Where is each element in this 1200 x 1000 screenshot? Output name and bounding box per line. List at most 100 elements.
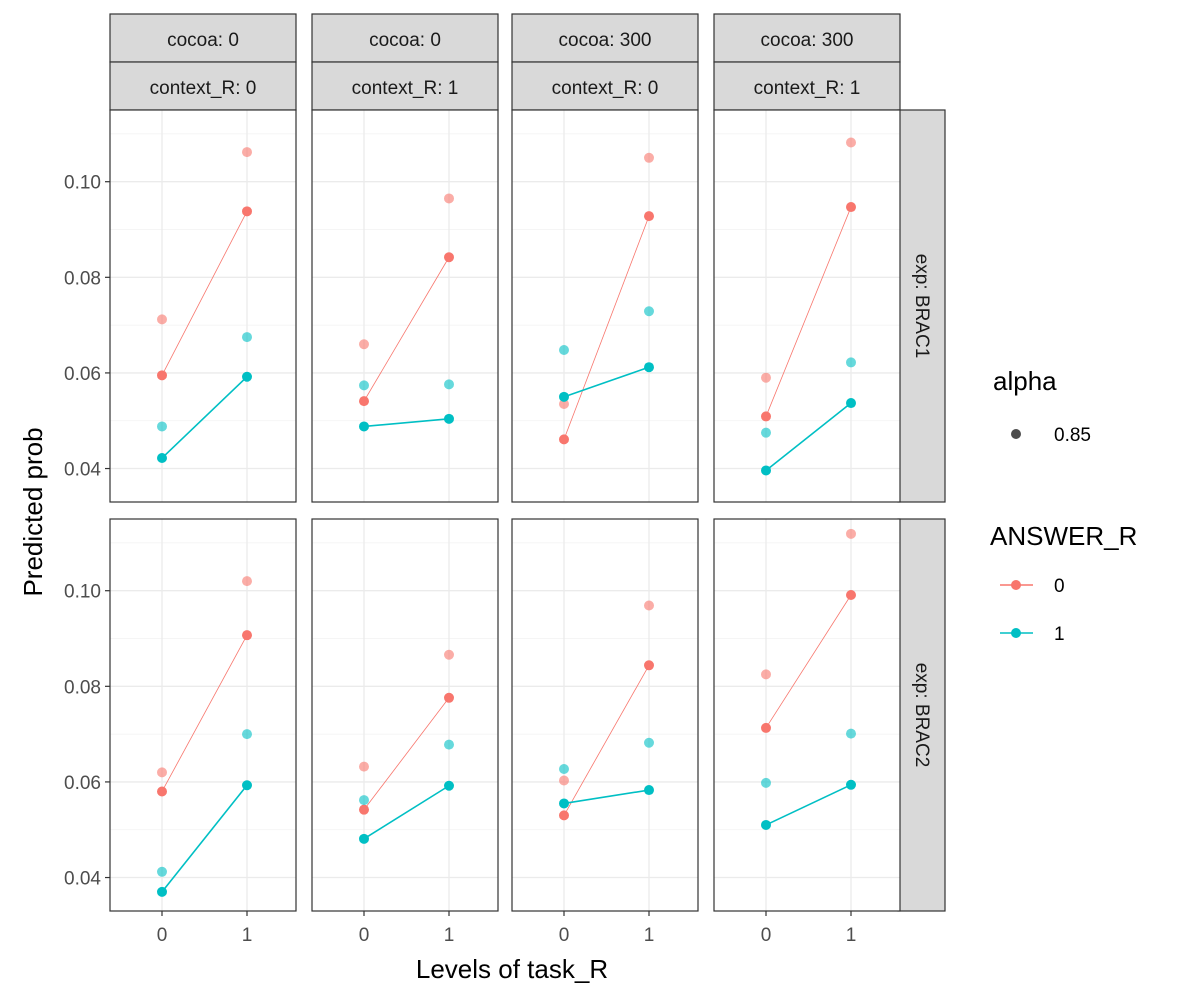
series-0-point bbox=[242, 206, 252, 217]
panel-border bbox=[713, 109, 901, 503]
legend-alpha-label: 0.85 bbox=[1054, 425, 1091, 446]
strip-context-label: context_R: 0 bbox=[150, 78, 257, 99]
x-tick-label: 1 bbox=[444, 925, 455, 946]
series-0-upper-point bbox=[157, 314, 167, 325]
series-0-upper-point bbox=[157, 767, 167, 778]
series-0-point bbox=[761, 411, 771, 422]
series-0-line bbox=[363, 257, 450, 402]
series-0-point bbox=[157, 370, 167, 381]
strip-context-bg bbox=[109, 61, 297, 111]
series-0-point bbox=[559, 434, 569, 445]
series-1-point bbox=[846, 779, 856, 790]
y-tick-label: 0.04 bbox=[64, 460, 101, 481]
series-0-line bbox=[563, 215, 650, 440]
panel-border bbox=[109, 109, 297, 503]
series-0-upper-point bbox=[242, 147, 252, 158]
strip-context-label: context_R: 1 bbox=[352, 78, 459, 99]
series-1-point bbox=[846, 398, 856, 409]
x-tick-label: 0 bbox=[359, 925, 370, 946]
x-tick-label: 0 bbox=[157, 925, 168, 946]
panel-background bbox=[110, 519, 296, 911]
series-0-point bbox=[761, 722, 771, 733]
series-1-line bbox=[363, 418, 450, 428]
series-0-upper-point bbox=[761, 372, 771, 383]
series-1-point bbox=[559, 798, 569, 809]
series-1-line bbox=[363, 785, 450, 840]
legend: alpha 0.85 ANSWER_R 0 1 bbox=[990, 366, 1137, 645]
series-1-line bbox=[765, 784, 852, 826]
series-1-line bbox=[765, 402, 852, 472]
series-1-line bbox=[161, 376, 248, 459]
series-1-point bbox=[157, 886, 167, 897]
panel-border bbox=[311, 518, 499, 912]
series-1-point bbox=[359, 833, 369, 844]
series-0-point bbox=[846, 202, 856, 213]
x-tick-label: 0 bbox=[761, 925, 772, 946]
series-0-line bbox=[765, 206, 852, 417]
legend-answer-1-label: 1 bbox=[1054, 624, 1065, 645]
strip-cocoa-bg bbox=[109, 13, 297, 63]
series-0-point bbox=[157, 786, 167, 797]
panel-border bbox=[511, 518, 699, 912]
x-tick-label: 1 bbox=[242, 925, 253, 946]
series-1-upper-point bbox=[242, 332, 252, 343]
series-1-line bbox=[563, 789, 650, 805]
series-0-point bbox=[359, 804, 369, 815]
series-0-point bbox=[644, 211, 654, 222]
series-1-upper-point bbox=[359, 380, 369, 391]
series-1-upper-point bbox=[444, 739, 454, 750]
y-tick-label: 0.08 bbox=[64, 677, 101, 698]
legend-alpha-title: alpha bbox=[993, 366, 1057, 396]
series-1-upper-point bbox=[157, 421, 167, 432]
series-1-upper-point bbox=[559, 344, 569, 355]
x-tick-label: 1 bbox=[644, 925, 655, 946]
strip-context-bg bbox=[511, 61, 699, 111]
strip-cocoa-label: cocoa: 300 bbox=[761, 30, 854, 51]
series-1-upper-point bbox=[846, 728, 856, 739]
series-1-upper-point bbox=[846, 357, 856, 368]
y-tick-label: 0.10 bbox=[64, 173, 101, 194]
series-1-upper-point bbox=[157, 866, 167, 877]
series-1-point bbox=[761, 465, 771, 476]
series-0-upper-point bbox=[644, 600, 654, 611]
series-0-line bbox=[563, 665, 650, 816]
panel-background bbox=[714, 110, 900, 502]
series-0-line bbox=[363, 697, 450, 810]
y-tick-label: 0.06 bbox=[64, 773, 101, 794]
series-0-point bbox=[644, 660, 654, 671]
series-1-upper-point bbox=[242, 729, 252, 740]
panel-border bbox=[511, 109, 699, 503]
legend-answer-0-point bbox=[1011, 580, 1021, 590]
y-tick-label: 0.08 bbox=[64, 268, 101, 289]
panel-background bbox=[512, 110, 698, 502]
series-0-point bbox=[444, 692, 454, 703]
strip-exp-label: exp: BRAC2 bbox=[911, 663, 932, 768]
strip-context-label: context_R: 0 bbox=[552, 78, 659, 99]
series-0-line bbox=[161, 634, 248, 792]
strip-cocoa-label: cocoa: 0 bbox=[167, 30, 239, 51]
strip-cocoa-bg bbox=[311, 13, 499, 63]
series-0-upper-point bbox=[444, 193, 454, 204]
series-0-point bbox=[242, 630, 252, 641]
series-1-point bbox=[444, 780, 454, 791]
series-0-upper-point bbox=[444, 649, 454, 660]
series-0-upper-point bbox=[359, 339, 369, 350]
panel-background bbox=[512, 519, 698, 911]
panel-background bbox=[110, 110, 296, 502]
series-1-point bbox=[359, 421, 369, 432]
panel-border bbox=[311, 109, 499, 503]
series-0-line bbox=[765, 594, 852, 729]
panel-border bbox=[109, 518, 297, 912]
series-0-upper-point bbox=[359, 761, 369, 772]
x-tick-label: 1 bbox=[846, 925, 857, 946]
series-0-point bbox=[444, 252, 454, 263]
series-1-point bbox=[644, 362, 654, 373]
legend-answer-1-point bbox=[1011, 628, 1021, 638]
x-axis-title: Levels of task_R bbox=[416, 954, 608, 984]
series-1-upper-point bbox=[359, 795, 369, 806]
series-0-upper-point bbox=[242, 576, 252, 587]
series-1-point bbox=[644, 785, 654, 796]
series-0-upper-point bbox=[559, 775, 569, 786]
strip-context-bg bbox=[713, 61, 901, 111]
